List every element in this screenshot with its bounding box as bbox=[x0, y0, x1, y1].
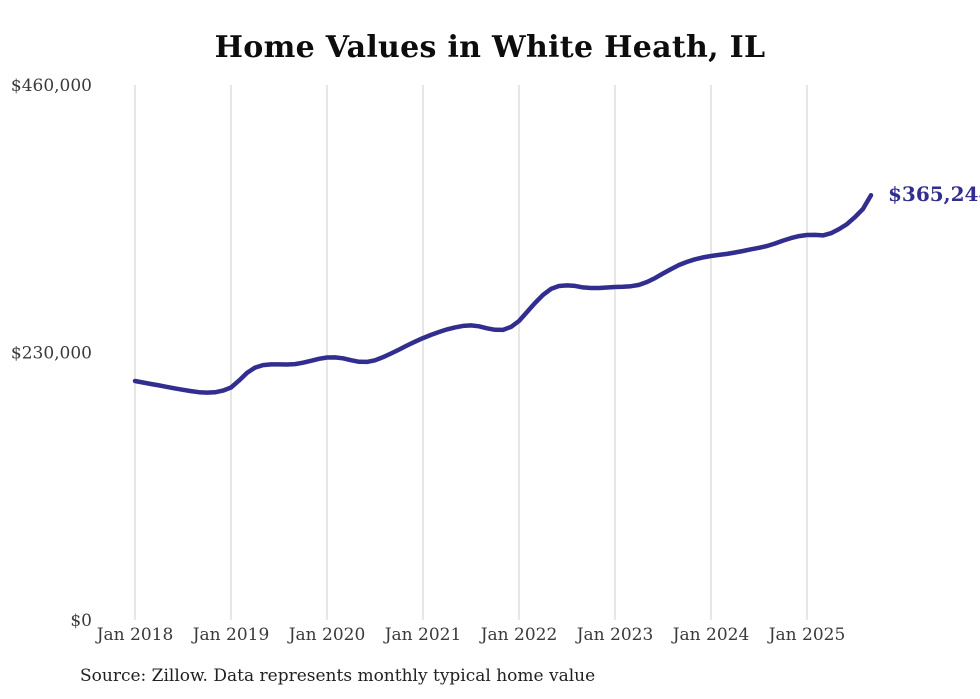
x-axis-tick-label: Jan 2018 bbox=[95, 625, 174, 645]
home-value-line bbox=[132, 192, 874, 395]
x-axis-tick-label: Jan 2021 bbox=[383, 625, 462, 645]
x-axis-tick-label: Jan 2024 bbox=[671, 625, 750, 645]
x-axis-tick-label: Jan 2023 bbox=[575, 625, 654, 645]
y-axis-tick-label: $230,000 bbox=[11, 344, 92, 364]
end-value-label: $365,244 bbox=[888, 182, 980, 206]
x-axis-tick-label: Jan 2022 bbox=[479, 625, 558, 645]
source-note: Source: Zillow. Data represents monthly … bbox=[80, 666, 596, 686]
x-axis-tick-label: Jan 2020 bbox=[287, 625, 366, 645]
chart-title: Home Values in White Heath, IL bbox=[214, 30, 766, 65]
y-axis-tick-label: $0 bbox=[70, 611, 92, 631]
x-axis-tick-label: Jan 2019 bbox=[191, 625, 270, 645]
x-axis-tick-label: Jan 2025 bbox=[767, 625, 846, 645]
y-axis-tick-label: $460,000 bbox=[11, 76, 92, 96]
